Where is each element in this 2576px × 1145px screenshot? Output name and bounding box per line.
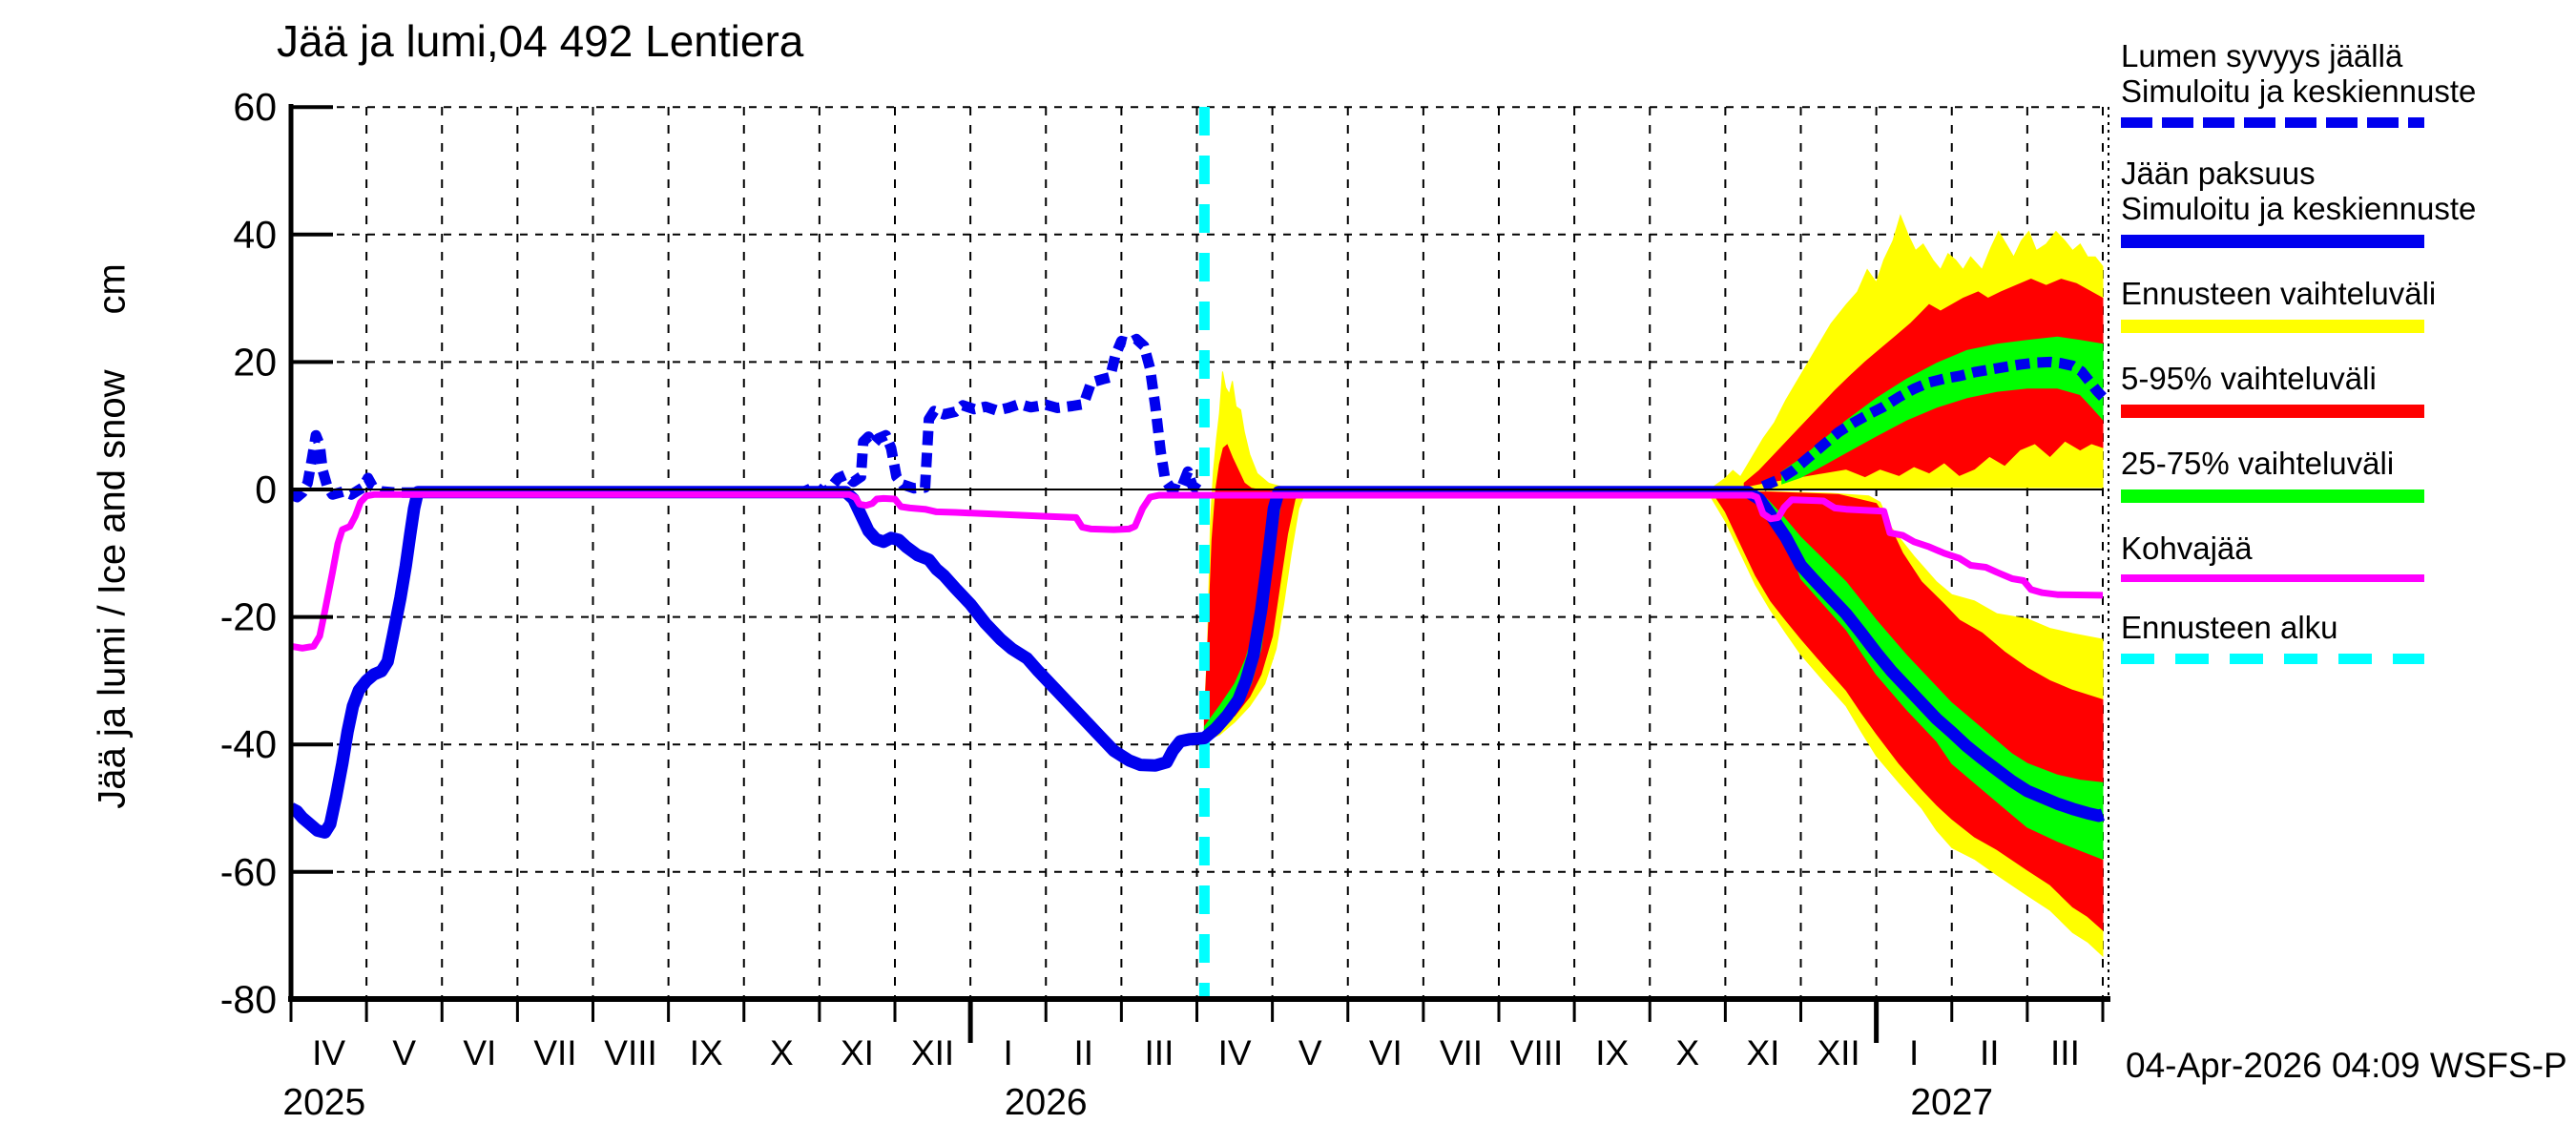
data-lines xyxy=(289,107,2107,999)
legend-item-5-95: 5-95% vaihteluväli xyxy=(2121,361,2569,418)
x-month-label: IV xyxy=(312,1033,345,1072)
x-month-label: X xyxy=(770,1033,794,1072)
x-month-label: X xyxy=(1675,1033,1699,1072)
blue-solid-line-swatch xyxy=(2121,235,2424,248)
legend: Lumen syvyys jäällä Simuloitu ja keskien… xyxy=(2121,38,2569,692)
gridlines xyxy=(291,106,2109,999)
green-band-swatch xyxy=(2121,489,2424,503)
x-month-label: III xyxy=(1145,1033,1174,1072)
legend-item-snow-depth: Lumen syvyys jäällä Simuloitu ja keskien… xyxy=(2121,38,2569,128)
series-snow_depth_on_ice_sim xyxy=(289,333,1206,503)
y-tick-label: 60 xyxy=(233,85,277,129)
series-ice_thickness_sim_and_median xyxy=(289,486,2106,839)
y-tick-label: -80 xyxy=(220,977,277,1021)
x-month-label: II xyxy=(1074,1033,1094,1072)
magenta-line-swatch xyxy=(2121,574,2424,582)
y-tick-label: -60 xyxy=(220,850,277,894)
yellow-band-swatch xyxy=(2121,320,2424,333)
cyan-dashed-line-swatch xyxy=(2121,654,2424,664)
x-month-label: VIII xyxy=(604,1033,657,1072)
x-month-label: V xyxy=(1298,1033,1322,1072)
x-month-label: IX xyxy=(1595,1033,1629,1072)
x-month-label: IX xyxy=(690,1033,723,1072)
y-tick-label: 40 xyxy=(233,213,277,257)
x-month-label: VII xyxy=(1440,1033,1483,1072)
x-month-label: VI xyxy=(463,1033,496,1072)
x-year-label: 2026 xyxy=(1005,1082,1088,1123)
x-month-label: XI xyxy=(841,1033,874,1072)
band-ice_forecast_25_75 xyxy=(1751,490,2104,861)
legend-item-ice-thickness: Jään paksuus Simuloitu ja keskiennuste xyxy=(2121,156,2569,248)
blue-dashed-line-swatch xyxy=(2121,117,2424,128)
x-month-label: II xyxy=(1980,1033,2000,1072)
y-axis-label: Jää ja lumi / Ice and snow xyxy=(91,369,134,809)
x-month-label: V xyxy=(392,1033,416,1072)
footer-timestamp: 04-Apr-2026 04:09 WSFS-P xyxy=(2126,1046,2567,1085)
y-tick-label: 0 xyxy=(255,468,277,511)
legend-item-25-75: 25-75% vaihteluväli xyxy=(2121,446,2569,503)
x-month-label: XII xyxy=(1817,1033,1859,1072)
axes xyxy=(288,104,2110,1043)
x-month-label: I xyxy=(1909,1033,1919,1072)
x-month-label: IV xyxy=(1218,1033,1252,1072)
red-band-swatch xyxy=(2121,405,2424,418)
x-month-label: XII xyxy=(911,1033,954,1072)
x-month-label: XI xyxy=(1746,1033,1779,1072)
series-snow_depth_forecast_median xyxy=(1760,356,2107,491)
series-kohvajaa_frost_ice xyxy=(290,490,2104,652)
legend-item-forecast-range: Ennusteen vaihteluväli xyxy=(2121,276,2569,333)
x-year-label: 2027 xyxy=(1910,1082,1993,1123)
y-tick-label: 20 xyxy=(233,340,277,384)
forecast-bands xyxy=(1203,214,2104,958)
y-axis-unit: cm xyxy=(91,263,134,315)
y-tick-label: -20 xyxy=(220,595,277,639)
legend-item-forecast-start: Ennusteen alku xyxy=(2121,610,2569,664)
x-month-label: VIII xyxy=(1510,1033,1564,1072)
x-month-label: I xyxy=(1004,1033,1013,1072)
x-year-label: 2025 xyxy=(282,1082,365,1123)
band-snow_forecast_25_75 xyxy=(1781,336,2104,485)
x-month-label: III xyxy=(2050,1033,2080,1072)
y-axis-title: Jää ja lumi / Ice and snow cm xyxy=(92,263,135,809)
x-month-label: VII xyxy=(533,1033,576,1072)
x-month-label: VI xyxy=(1369,1033,1402,1072)
legend-item-kohvajaa: Kohvajää xyxy=(2121,531,2569,582)
chart-title: Jää ja lumi,04 492 Lentiera xyxy=(277,16,804,66)
y-tick-label: -40 xyxy=(220,722,277,766)
